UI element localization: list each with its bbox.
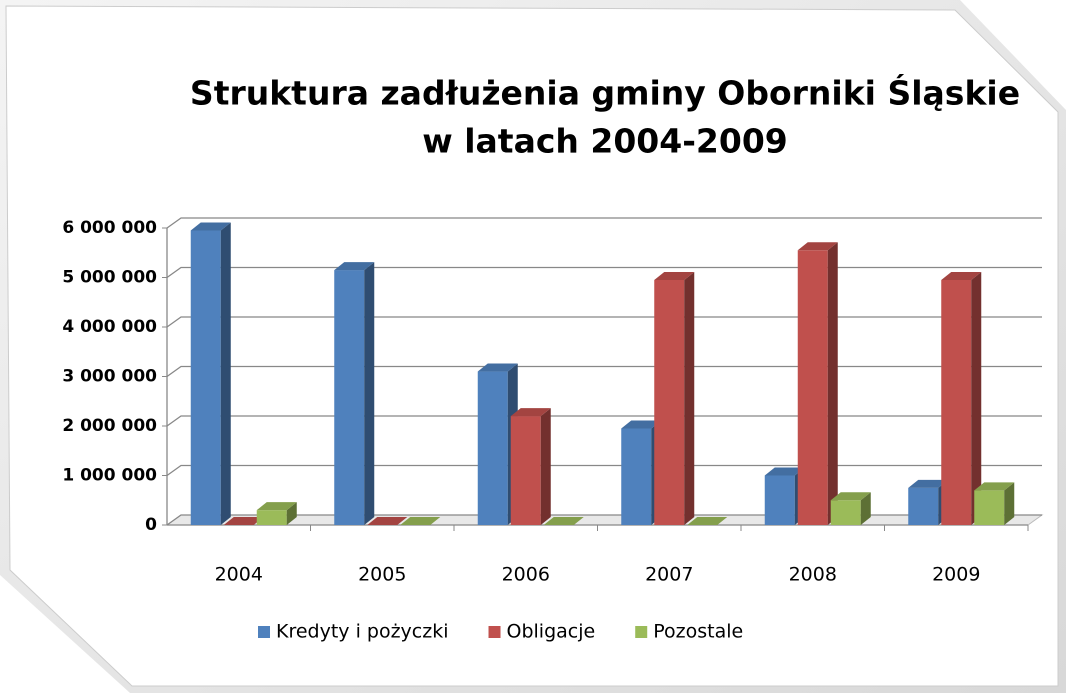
bar-side — [860, 492, 871, 525]
y-tick-label: 4 000 000 — [62, 317, 157, 337]
y-tick-label: 5 000 000 — [62, 268, 157, 288]
grid-line — [166, 266, 1042, 279]
legend-label: Kredyty i pożyczki — [276, 621, 449, 643]
bar-front — [477, 371, 508, 525]
y-tick-label: 1 000 000 — [62, 466, 157, 486]
bar-top — [367, 517, 408, 525]
bar-front — [621, 428, 652, 525]
x-tick-label: 2005 — [358, 564, 406, 586]
x-tick-label: 2008 — [789, 564, 837, 586]
bar-front — [764, 475, 795, 525]
bar-front — [974, 490, 1005, 525]
grid-line — [166, 464, 1042, 477]
bar — [941, 271, 982, 525]
bar-front — [510, 416, 541, 525]
bar — [334, 262, 375, 525]
bar-top — [190, 222, 231, 231]
bar-top — [510, 408, 551, 417]
chart-title: w latach 2004-2009 — [422, 122, 788, 161]
y-tick-label: 3 000 000 — [62, 367, 157, 387]
bar-top — [830, 492, 871, 501]
bar-front — [190, 230, 221, 525]
bar-side — [220, 222, 231, 525]
bar-front — [256, 510, 287, 525]
bar — [477, 363, 518, 525]
bar-side — [827, 242, 838, 525]
bar-front — [830, 500, 861, 525]
bar-top — [621, 420, 662, 429]
bar-top — [797, 242, 838, 251]
bar-top — [974, 482, 1015, 491]
x-tick-label: 2007 — [645, 564, 693, 586]
bar-front — [334, 270, 365, 525]
bar-top — [764, 467, 805, 476]
bar — [687, 517, 728, 525]
bar-top — [477, 363, 518, 372]
grid-line — [166, 365, 1042, 378]
bar — [190, 222, 231, 525]
bar — [764, 467, 805, 525]
bar-front — [654, 279, 685, 525]
bar-side — [684, 271, 695, 525]
bar — [367, 517, 408, 525]
x-tick-label: 2004 — [215, 564, 263, 586]
grid-line — [166, 316, 1042, 328]
grid-line — [166, 514, 1042, 526]
bar — [797, 242, 838, 525]
bar — [974, 482, 1015, 525]
grid-line — [166, 217, 1042, 229]
legend-swatch — [488, 626, 501, 638]
bar-front — [908, 487, 939, 525]
bar — [400, 517, 441, 525]
bar-top — [908, 479, 949, 488]
bar — [256, 502, 297, 525]
legend-label: Obligacje — [507, 621, 596, 643]
bar-side — [540, 408, 551, 525]
grid-line — [166, 415, 1042, 427]
bar — [510, 408, 551, 525]
bar-top — [256, 502, 297, 511]
legend-swatch — [258, 626, 270, 638]
bar-side — [1004, 482, 1015, 525]
x-tick-label: 2006 — [502, 564, 550, 586]
bar-top — [941, 271, 982, 280]
bar-side — [971, 271, 982, 525]
bar — [830, 492, 871, 525]
bar-front — [941, 279, 972, 525]
bar-top — [334, 262, 375, 271]
bar-side — [364, 262, 375, 525]
chart-title: Struktura zadłużenia gminy Oborniki Śląs… — [190, 73, 1020, 113]
bar-top — [687, 517, 728, 525]
legend-label: Pozostale — [653, 621, 743, 643]
bar-top — [543, 517, 584, 525]
y-tick-label: 2 000 000 — [62, 416, 157, 436]
x-tick-label: 2009 — [932, 564, 980, 586]
bar-top — [654, 271, 695, 280]
bar — [543, 517, 584, 525]
y-tick-label: 0 — [145, 515, 157, 535]
bar-front — [797, 250, 828, 525]
y-tick-label: 6 000 000 — [62, 218, 157, 238]
bar — [654, 271, 695, 525]
bar-top — [400, 517, 441, 525]
bar-side — [286, 502, 297, 525]
bar-top — [223, 517, 264, 525]
bar — [223, 517, 264, 525]
legend-swatch — [635, 626, 648, 638]
